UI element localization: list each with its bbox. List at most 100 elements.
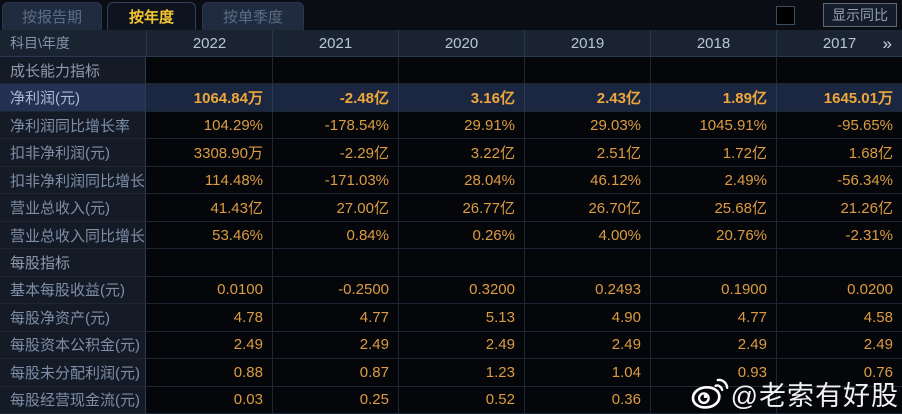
- value-cell: 114.48%: [146, 166, 272, 195]
- value-cell: -56.34%: [776, 166, 902, 195]
- table-row-deducted-net-profit-growth[interactable]: 扣非净利润同比增长率 114.48% -171.03% 28.04% 46.12…: [0, 166, 902, 195]
- value-cell: -0.2500: [272, 276, 398, 305]
- value-cell: [146, 57, 272, 85]
- value-cell: 27.00亿: [272, 194, 398, 222]
- value-cell: 2.43亿: [524, 84, 650, 112]
- table-row-net-profit-growth[interactable]: 净利润同比增长率 104.29% -178.54% 29.91% 29.03% …: [0, 111, 902, 140]
- tab-by-report-period[interactable]: 按报告期: [2, 2, 102, 30]
- value-cell: 2.49: [146, 331, 272, 360]
- value-cell: 0.0100: [146, 276, 272, 305]
- tab-by-single-quarter[interactable]: 按单季度: [202, 2, 304, 30]
- table-row-net-assets-per-share[interactable]: 每股净资产(元) 4.78 4.77 5.13 4.90 4.77 4.58: [0, 304, 902, 332]
- value-cell: -178.54%: [272, 111, 398, 140]
- section-label: 每股指标: [0, 249, 146, 277]
- value-cell: 1.23: [398, 359, 524, 387]
- value-cell: 0.84%: [272, 221, 398, 250]
- period-tab-bar: 按报告期 按年度 按单季度 显示同比: [0, 0, 902, 30]
- value-cell: 0.76: [776, 359, 902, 387]
- row-label: 营业总收入(元): [0, 194, 146, 222]
- row-label: 营业总收入同比增长率: [0, 221, 146, 250]
- tab-by-year[interactable]: 按年度: [107, 2, 196, 30]
- value-cell: 0.25: [272, 386, 398, 414]
- value-cell: 0.1900: [650, 276, 776, 305]
- value-cell: 1645.01万: [776, 84, 902, 112]
- value-cell: 2.49%: [650, 166, 776, 195]
- year-header-2022[interactable]: 2022: [146, 30, 272, 57]
- value-cell: 46.12%: [524, 166, 650, 195]
- value-cell: 1.89亿: [650, 84, 776, 112]
- value-cell: 3.16亿: [398, 84, 524, 112]
- value-cell: 0.3200: [398, 276, 524, 305]
- table-row-net-profit[interactable]: 净利润(元) 1064.84万 -2.48亿 3.16亿 2.43亿 1.89亿…: [0, 84, 902, 112]
- row-label: 每股未分配利润(元): [0, 359, 146, 387]
- value-cell: [776, 57, 902, 85]
- year-header-2018[interactable]: 2018: [650, 30, 776, 57]
- value-cell: [146, 249, 272, 277]
- section-label: 成长能力指标: [0, 57, 146, 85]
- value-cell: 29.91%: [398, 111, 524, 140]
- value-cell: 0.87: [272, 359, 398, 387]
- value-cell: 1.68亿: [776, 139, 902, 167]
- table-row: 成长能力指标: [0, 57, 902, 85]
- value-cell: 41.43亿: [146, 194, 272, 222]
- value-cell: [272, 249, 398, 277]
- value-cell: -2.31%: [776, 221, 902, 250]
- value-cell: 4.77: [272, 304, 398, 332]
- value-cell: -95.65%: [776, 111, 902, 140]
- value-cell: 3.22亿: [398, 139, 524, 167]
- value-cell: 4.78: [146, 304, 272, 332]
- value-cell: 0.26%: [398, 221, 524, 250]
- table-row-deducted-net-profit[interactable]: 扣非净利润(元) 3308.90万 -2.29亿 3.22亿 2.51亿 1.7…: [0, 139, 902, 167]
- value-cell: 4.58: [776, 304, 902, 332]
- value-cell: -2.29亿: [272, 139, 398, 167]
- value-cell: 25.68亿: [650, 194, 776, 222]
- year-header-label: 2017: [822, 34, 857, 52]
- value-cell: [524, 57, 650, 85]
- value-cell: 2.49: [650, 331, 776, 360]
- value-cell: [272, 57, 398, 85]
- value-cell: 1.04: [524, 359, 650, 387]
- value-cell: -171.03%: [272, 166, 398, 195]
- value-cell: -2.48亿: [272, 84, 398, 112]
- value-cell: [398, 249, 524, 277]
- value-cell: 0.0200: [776, 276, 902, 305]
- show-yoy-checkbox[interactable]: [776, 5, 795, 25]
- value-cell: [650, 386, 776, 414]
- value-cell: 29.03%: [524, 111, 650, 140]
- corner-label: 科目\年度: [0, 30, 146, 57]
- value-cell: 2.49: [524, 331, 650, 360]
- value-cell: [524, 249, 650, 277]
- value-cell: 20.76%: [650, 221, 776, 250]
- table-row-total-revenue[interactable]: 营业总收入(元) 41.43亿 27.00亿 26.77亿 26.70亿 25.…: [0, 194, 902, 222]
- table-row-undistributed-profit-per-share[interactable]: 每股未分配利润(元) 0.88 0.87 1.23 1.04 0.93 0.76: [0, 359, 902, 387]
- table-row-total-revenue-growth[interactable]: 营业总收入同比增长率 53.46% 0.84% 0.26% 4.00% 20.7…: [0, 221, 902, 250]
- value-cell: 1045.91%: [650, 111, 776, 140]
- year-header-2019[interactable]: 2019: [524, 30, 650, 57]
- row-label: 扣非净利润同比增长率: [0, 166, 146, 195]
- value-cell: 3308.90万: [146, 139, 272, 167]
- show-yoy-button[interactable]: 显示同比: [823, 3, 897, 27]
- value-cell: 4.90: [524, 304, 650, 332]
- more-years-chevron-icon[interactable]: »: [882, 33, 892, 53]
- value-cell: 5.13: [398, 304, 524, 332]
- table-header-row: 科目\年度 2022 2021 2020 2019 2018 2017 »: [0, 30, 902, 57]
- table-row-capital-reserve-per-share[interactable]: 每股资本公积金(元) 2.49 2.49 2.49 2.49 2.49 2.49: [0, 331, 902, 360]
- value-cell: 26.70亿: [524, 194, 650, 222]
- value-cell: [776, 249, 902, 277]
- value-cell: 0.52: [398, 386, 524, 414]
- row-label: 扣非净利润(元): [0, 139, 146, 167]
- table-row-basic-eps[interactable]: 基本每股收益(元) 0.0100 -0.2500 0.3200 0.2493 0…: [0, 276, 902, 305]
- year-header-2020[interactable]: 2020: [398, 30, 524, 57]
- year-header-2017[interactable]: 2017 »: [776, 30, 902, 57]
- value-cell: 0.36: [524, 386, 650, 414]
- year-header-2021[interactable]: 2021: [272, 30, 398, 57]
- value-cell: 1064.84万: [146, 84, 272, 112]
- value-cell: [650, 57, 776, 85]
- value-cell: 4.00%: [524, 221, 650, 250]
- table-row-operating-cashflow-per-share[interactable]: 每股经营现金流(元) 0.03 0.25 0.52 0.36: [0, 386, 902, 414]
- value-cell: 0.2493: [524, 276, 650, 305]
- row-label: 基本每股收益(元): [0, 276, 146, 305]
- value-cell: 0.03: [146, 386, 272, 414]
- value-cell: 2.49: [398, 331, 524, 360]
